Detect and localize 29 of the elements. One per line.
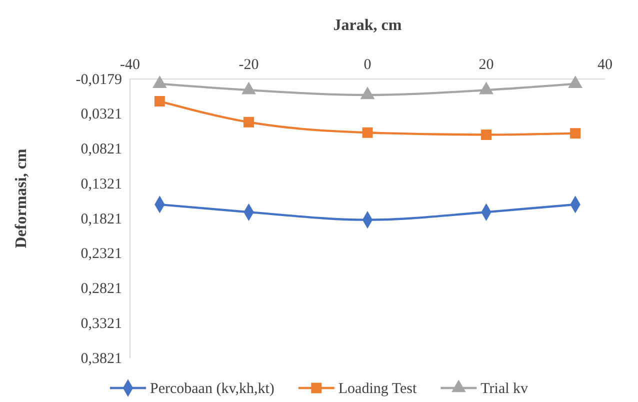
y-tick-label: 0,1821 [80,211,122,228]
x-axis-title: Jarak, cm [333,17,402,34]
y-tick-label: -0,0179 [76,72,122,88]
point [362,127,373,138]
point [481,129,492,140]
point [568,75,583,88]
x-tick-label: 20 [478,57,494,73]
y-tick-label: 0,3821 [80,350,122,367]
y-tick-label: 0,0821 [80,142,122,158]
legend-label: Trial kv [480,381,529,397]
point [244,116,254,128]
y-tick-label: 0,2821 [80,281,122,298]
point [360,86,375,100]
y-axis-title: Deformasi, cm [13,148,30,248]
legend-label: Percobaan (kv,kh,kt) [150,381,274,397]
point [152,75,167,88]
x-tick-label: -40 [120,57,140,73]
y-tick-label: 0,0321 [80,106,122,123]
point [242,82,256,94]
y-tick-label: 0,1321 [80,176,122,192]
x-tick-label: 0 [364,57,372,73]
y-tick-label: 0,3321 [80,316,122,332]
x-tick-label: -20 [238,57,259,73]
point [570,128,581,139]
y-tick-label: 0,2321 [80,246,122,262]
x-tick-label: 40 [598,57,612,73]
point [154,96,165,106]
legend-label: Loading Test [338,381,418,397]
point [479,82,494,94]
